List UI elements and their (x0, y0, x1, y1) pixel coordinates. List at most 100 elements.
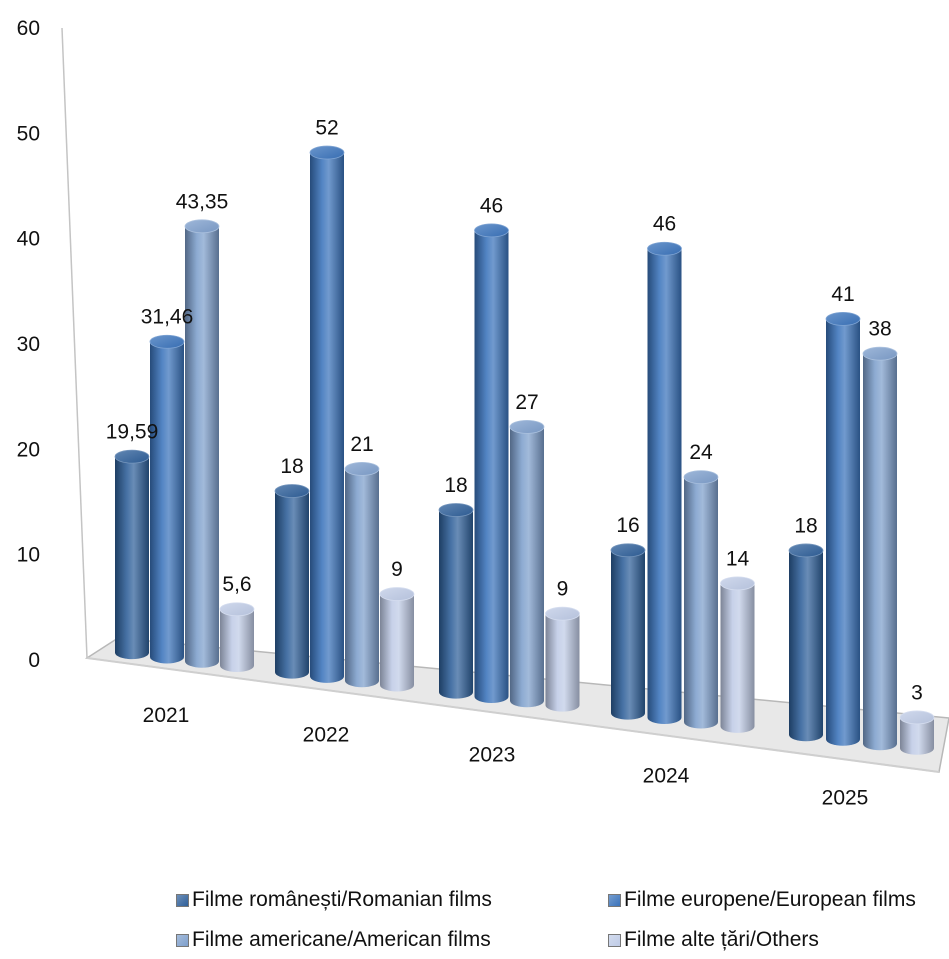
bar (720, 576, 755, 733)
bar-body (863, 353, 897, 751)
bar (344, 461, 380, 688)
bar-cap (545, 606, 580, 621)
legend-swatch-icon (176, 893, 189, 907)
x-tick-label: 2025 (822, 787, 869, 810)
bar-body (789, 550, 823, 742)
data-label: 41 (831, 283, 854, 306)
legend: Filme românești/Romanian films Filme eur… (176, 888, 936, 958)
y-tick-label: 60 (17, 17, 40, 40)
legend-swatch-icon (176, 933, 189, 947)
bar-cap (438, 503, 474, 517)
bar-cap (683, 470, 719, 484)
bar-body (900, 717, 934, 755)
bar (474, 223, 509, 703)
legend-label: Filme românești/Romanian films (192, 888, 492, 911)
bar-cap (309, 145, 345, 160)
y-axis-line (61, 27, 88, 659)
bar-body (345, 468, 379, 688)
bar (647, 241, 682, 725)
data-label: 52 (315, 117, 338, 140)
bar (309, 145, 345, 683)
bar-cap (825, 312, 861, 326)
legend-swatch-icon (608, 893, 621, 907)
bar-body (720, 583, 755, 733)
legend-item-american: Filme americane/American films (176, 928, 491, 952)
chart-plot: 0 10 20 30 40 50 60 2021 2022 2023 2024 2025 19,59 1… (17, 17, 949, 810)
bar (788, 543, 824, 742)
data-label: 27 (515, 391, 538, 414)
bar (610, 543, 646, 720)
data-label: 19,59 (106, 421, 159, 444)
bar-body (545, 613, 580, 712)
data-label: 43,35 (176, 190, 229, 213)
data-label: 16 (616, 514, 639, 537)
y-tick-label: 50 (17, 122, 40, 145)
bar-body (115, 456, 149, 660)
bar (274, 484, 310, 679)
data-label: 14 (726, 547, 750, 570)
bar-body (647, 248, 682, 725)
data-label: 18 (280, 455, 303, 478)
bar-cap (610, 543, 646, 558)
bar (184, 219, 220, 668)
bar (899, 710, 935, 755)
legend-label: Filme alte țări/Others (624, 928, 819, 951)
y-tick-label: 20 (17, 438, 40, 461)
bar (509, 420, 545, 708)
data-label: 9 (557, 578, 569, 601)
legend-label: Filme americane/American films (192, 928, 491, 951)
bar-body (611, 550, 645, 720)
bar (149, 334, 185, 664)
bar-body (275, 491, 309, 679)
bar-cap (344, 461, 380, 476)
data-label: 3 (911, 681, 923, 704)
bar-body (439, 509, 473, 699)
data-label: 5,6 (222, 573, 251, 596)
y-tick-label: 40 (17, 228, 40, 251)
bar (114, 449, 150, 660)
bar-cap (114, 449, 150, 464)
data-label: 21 (350, 433, 373, 456)
bar (379, 587, 415, 692)
data-label: 18 (444, 474, 467, 497)
bar-cap (274, 484, 310, 498)
bar-body (185, 226, 219, 668)
bar-body (474, 230, 509, 703)
bar (219, 602, 255, 672)
bar-body (826, 318, 860, 746)
bar-cap (509, 420, 545, 434)
x-tick-label: 2024 (643, 765, 690, 788)
data-label: 46 (480, 194, 503, 217)
legend-item-european: Filme europene/European films (608, 888, 916, 912)
bar-cap (862, 346, 898, 361)
data-label: 18 (794, 514, 817, 537)
bar-body (380, 594, 414, 692)
bar-cap (647, 241, 682, 256)
y-tick-label: 30 (17, 333, 40, 356)
bar (683, 470, 719, 729)
data-label: 9 (391, 558, 403, 581)
legend-item-others: Filme alte țări/Others (608, 928, 819, 952)
bar-body (220, 609, 254, 672)
x-tick-label: 2023 (469, 744, 516, 767)
data-label: 38 (868, 318, 891, 341)
y-tick-label: 10 (17, 544, 40, 567)
bar-body (150, 341, 184, 664)
bar-body (310, 152, 344, 683)
bar-body (684, 477, 718, 729)
bar-cap (474, 223, 509, 238)
x-tick-label: 2021 (143, 704, 190, 727)
bar-body (510, 426, 544, 708)
bar (862, 346, 898, 751)
bar (825, 312, 861, 746)
legend-label: Filme europene/European films (624, 888, 916, 911)
bar-cap (184, 219, 220, 234)
bar-cap (720, 576, 755, 591)
bar-cap (788, 543, 824, 558)
bar-cap (219, 602, 255, 617)
bar (545, 606, 580, 712)
bar-cap (899, 710, 935, 725)
data-label: 31,46 (141, 306, 194, 329)
data-label: 46 (653, 213, 676, 236)
